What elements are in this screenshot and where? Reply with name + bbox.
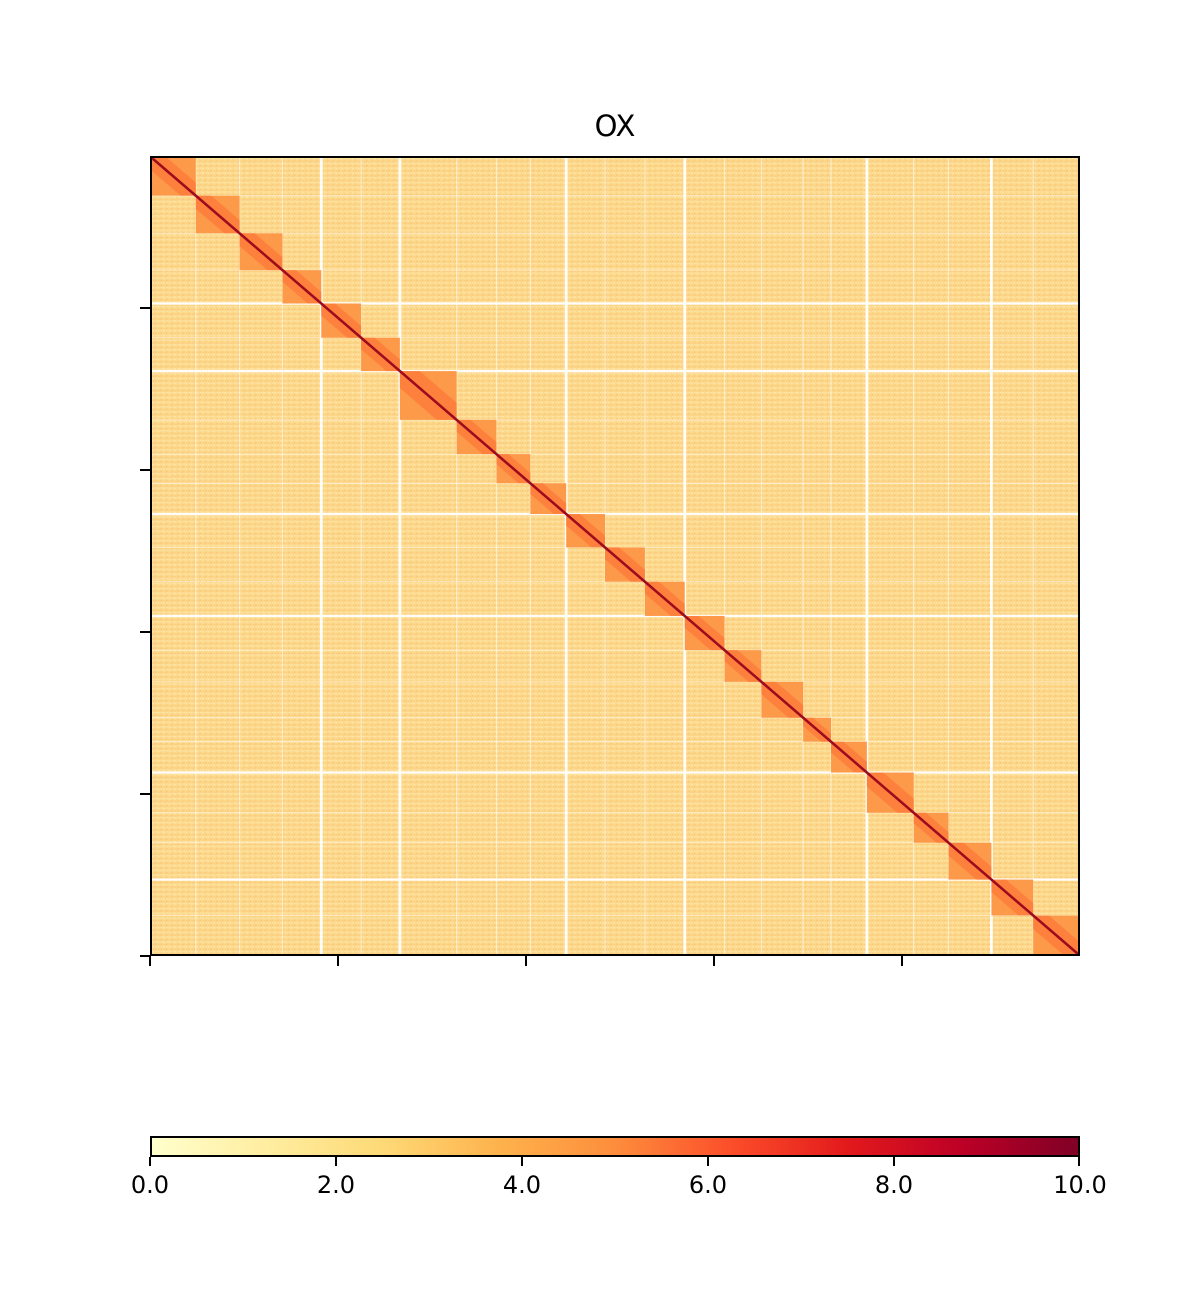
x-tick	[337, 956, 339, 966]
colorbar-tick	[149, 1157, 151, 1166]
colorbar-label: 0.0	[130, 1171, 170, 1199]
heatmap-plot-area	[150, 156, 1080, 956]
colorbar-tick	[521, 1157, 523, 1166]
x-tick	[901, 956, 903, 966]
colorbar-tick	[893, 1157, 895, 1166]
heatmap-canvas	[152, 158, 1078, 954]
x-tick	[149, 956, 151, 966]
y-tick	[140, 307, 150, 309]
diagonal-line	[152, 158, 1078, 954]
colorbar-label: 6.0	[688, 1171, 728, 1199]
y-tick	[140, 469, 150, 471]
chart-title: OX	[594, 109, 636, 143]
colorbar-label: 10.0	[1053, 1171, 1107, 1199]
colorbar	[150, 1136, 1080, 1157]
colorbar-label: 4.0	[502, 1171, 542, 1199]
colorbar-label: 2.0	[316, 1171, 356, 1199]
x-tick	[713, 956, 715, 966]
colorbar-tick	[335, 1157, 337, 1166]
x-tick	[525, 956, 527, 966]
colorbar-label: 8.0	[874, 1171, 914, 1199]
y-tick	[140, 955, 150, 957]
colorbar-tick	[707, 1157, 709, 1166]
y-tick	[140, 793, 150, 795]
colorbar-tick	[1078, 1157, 1080, 1166]
y-tick	[140, 631, 150, 633]
